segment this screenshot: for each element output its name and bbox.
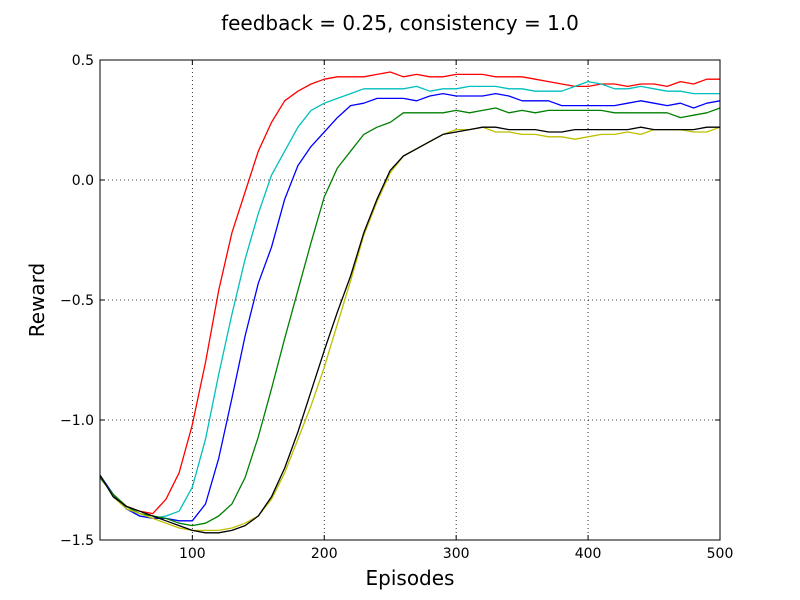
series-line-3 bbox=[99, 92, 721, 522]
series-line-4 bbox=[99, 107, 721, 527]
y-tick-label: −0.5 bbox=[60, 293, 94, 309]
y-tick-label: 0.0 bbox=[72, 173, 94, 189]
x-tick-label: 300 bbox=[443, 546, 470, 562]
x-axis-label: Episodes bbox=[366, 566, 455, 590]
series-lines bbox=[99, 71, 721, 534]
x-tick-label: 400 bbox=[575, 546, 602, 562]
x-tick-label: 200 bbox=[311, 546, 338, 562]
series-line-2 bbox=[99, 80, 720, 520]
axis-ticks: 100 200 300 400 500 −1.5 −1.0 −0.5 0.0 0.5 bbox=[60, 53, 733, 562]
chart-title: feedback = 0.25, consistency = 1.0 bbox=[221, 11, 579, 35]
series-line-1 bbox=[99, 71, 720, 515]
series-line-6 bbox=[99, 126, 720, 534]
y-tick-label: 0.5 bbox=[72, 53, 94, 69]
series-line-5 bbox=[99, 126, 721, 532]
y-tick-label: −1.0 bbox=[60, 413, 94, 429]
x-tick-label: 100 bbox=[179, 546, 206, 562]
x-tick-label: 500 bbox=[707, 546, 734, 562]
y-axis-label: Reward bbox=[25, 263, 49, 337]
grid bbox=[100, 60, 720, 540]
y-tick-label: −1.5 bbox=[60, 533, 94, 549]
